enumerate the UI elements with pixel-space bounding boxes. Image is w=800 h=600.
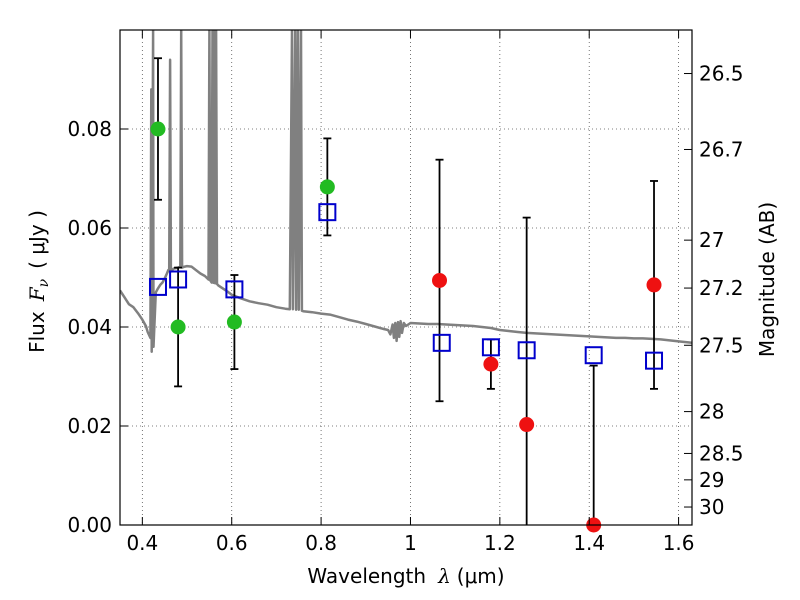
y-axis-label-text: Flux [25,311,49,353]
x-axis-label-unit: (μm) [457,564,505,588]
model-square-marker [432,333,451,352]
y-tick-label: 0.06 [67,216,112,240]
magnitude-tick-label: 29 [699,468,724,492]
observed-point-marker [150,121,166,137]
data-markers [148,121,664,533]
axis-labels: Wavelength λ (μm) Flux Fν ( μJy ) Magnitude … [25,202,779,588]
magnitude-tick-label: 26.7 [699,137,744,161]
plot-frame [119,29,693,526]
observed-point-marker [519,417,535,433]
magnitude-tick-label: 28 [699,400,724,424]
model-square-marker [225,280,244,299]
y-tick-label: 0.00 [67,513,112,537]
y-axis-label: Flux Fν ( μJy ) [25,210,52,353]
magnitude-tick-label: 27.2 [699,276,744,300]
y-tick-label: 0.02 [67,414,112,438]
y-axis-label-symbol: F [25,286,49,302]
magnitude-tick-label: 28.5 [699,441,744,465]
y-tick-label: 0.04 [67,315,112,339]
x-tick-label: 1.6 [663,531,695,555]
sed-model-line [120,30,692,354]
model-square-marker [169,270,188,289]
axis-ticks: 0.4 0.6 0.8 1 1.2 1.4 1.6 0.00 0.02 0.04 0.06 0.08 2… [67,30,744,555]
magnitude-tick-label: 30 [699,495,724,519]
observed-point-marker [432,272,448,288]
y-axis-label-unit: ( μJy ) [25,210,49,269]
magnitude-tick-label: 27.5 [699,333,744,357]
observed-point-marker [646,277,662,293]
magnitude-tick-label: 26.5 [699,62,744,86]
model-square-marker [645,351,664,370]
observed-point-marker [319,179,335,195]
magnitude-tick-label: 27 [699,228,724,252]
observed-point-marker [483,356,499,372]
model-square-marker [148,277,167,296]
x-tick-label: 1.2 [484,531,516,555]
sed-model-spectrum [120,30,692,354]
x-axis-label: Wavelength λ (μm) [307,564,504,588]
x-tick-label: 0.4 [126,531,158,555]
model-square-marker [318,203,337,222]
x-tick-label: 1.4 [573,531,605,555]
x-tick-label: 0.6 [216,531,248,555]
observed-point-marker [170,319,186,335]
x-tick-label: 1 [404,531,417,555]
y-axis-label-subscript: ν [36,278,52,287]
model-square-marker [584,346,603,365]
magnitude-axis-label: Magnitude (AB) [755,202,779,357]
model-square-marker [517,341,536,360]
y-tick-label: 0.08 [67,117,112,141]
x-axis-label-text: Wavelength [307,564,426,588]
x-tick-label: 0.8 [305,531,337,555]
x-axis-label-symbol: λ [437,564,451,588]
observed-point-marker [226,314,242,330]
model-square-marker [481,338,500,357]
